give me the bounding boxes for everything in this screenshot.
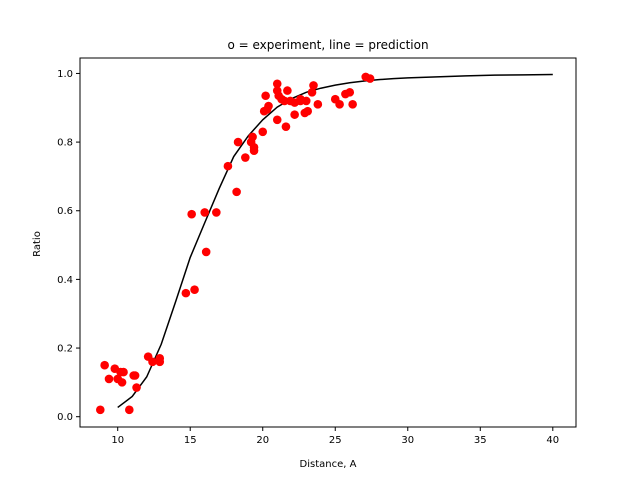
x-axis-label: Distance, A (300, 459, 357, 470)
data-point (212, 208, 221, 217)
data-point (309, 81, 318, 90)
x-tick-label: 20 (256, 435, 269, 446)
data-point (264, 101, 273, 111)
data-point (181, 288, 191, 298)
data-point (301, 96, 311, 106)
data-point (261, 91, 270, 101)
y-tick-label: 0.2 (57, 344, 73, 355)
data-point (345, 88, 355, 97)
data-point (365, 74, 375, 83)
data-point (223, 161, 233, 171)
x-tick-label: 40 (546, 435, 559, 446)
data-point (125, 405, 134, 415)
data-point (200, 208, 210, 217)
x-tick-label: 25 (329, 435, 342, 446)
data-point (190, 285, 199, 295)
data-point (187, 209, 196, 219)
y-tick-label: 0.4 (57, 275, 73, 286)
y-tick-label: 0.6 (57, 206, 73, 217)
data-point (272, 79, 282, 89)
plot-area: 10 15 20 25 30 35 40 0.0 0.2 0.4 0.6 0.8 1.0 (57, 57, 577, 446)
axes-frame (79, 57, 577, 428)
data-point (104, 374, 114, 384)
data-point (249, 146, 259, 155)
data-point (96, 405, 105, 415)
y-tick-label: 1.0 (57, 69, 73, 80)
data-point (132, 383, 141, 392)
data-point (232, 187, 241, 197)
y-tick-label: 0.8 (57, 138, 73, 149)
y-axis-label: Ratio (32, 231, 43, 257)
data-point (307, 88, 317, 97)
data-point (283, 86, 292, 95)
data-point (335, 100, 344, 109)
data-point (241, 153, 250, 162)
x-tick-label: 15 (184, 435, 197, 446)
data-point (155, 354, 165, 363)
y-tick-label: 0.0 (57, 412, 73, 423)
x-tick-label: 10 (111, 435, 124, 446)
data-point (272, 115, 282, 125)
data-point (348, 100, 357, 109)
data-point (281, 122, 291, 131)
data-point (290, 110, 299, 119)
data-point (100, 360, 109, 370)
x-tick-label: 30 (401, 435, 414, 446)
data-point (313, 100, 323, 109)
data-point (303, 106, 313, 116)
data-point (201, 247, 211, 257)
data-point (233, 137, 243, 147)
data-point (130, 371, 140, 380)
x-tick-label: 35 (474, 435, 487, 446)
data-point (148, 357, 157, 367)
data-point (119, 367, 128, 377)
data-point (117, 378, 127, 387)
data-point (258, 127, 268, 137)
chart-title: o = experiment, line = prediction (227, 38, 428, 52)
data-point (248, 132, 257, 142)
